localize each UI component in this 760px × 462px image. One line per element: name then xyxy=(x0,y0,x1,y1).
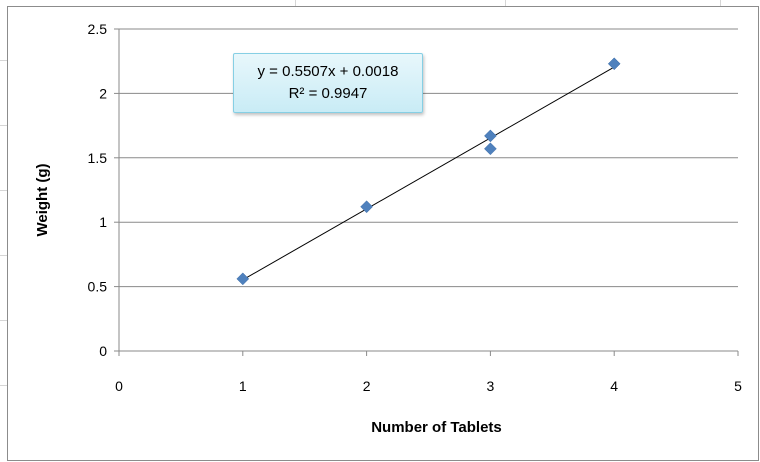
axes xyxy=(114,28,739,356)
y-tick-label: 1.5 xyxy=(88,150,108,166)
r-squared-label: R² = 0.9947 xyxy=(288,85,368,102)
data-points xyxy=(236,57,621,286)
trendline xyxy=(242,66,615,281)
x-axis-title: Number of Tablets xyxy=(371,419,502,436)
sheet-gridline xyxy=(505,0,506,7)
data-point-diamond xyxy=(360,200,373,214)
trendline-layer xyxy=(242,66,615,281)
x-tick-label: 1 xyxy=(239,378,247,394)
sheet-gridline xyxy=(720,0,721,7)
sheet-gridline xyxy=(0,125,8,126)
sheet-gridline xyxy=(0,60,8,61)
trendline-equation: y = 0.5507x + 0.0018 xyxy=(257,63,399,80)
y-tick-label: 2 xyxy=(99,85,107,101)
sheet-gridline xyxy=(0,190,8,191)
trendline-equation-box[interactable]: y = 0.5507x + 0.0018 R² = 0.9947 xyxy=(233,53,423,113)
x-tick-label: 4 xyxy=(610,378,618,394)
tick-labels: 0 0.5 1 1.5 2 2.5 0 1 2 3 4 5 xyxy=(88,21,743,394)
y-tick-label: 2.5 xyxy=(88,21,108,37)
x-tick-label: 3 xyxy=(487,378,495,394)
data-point-diamond xyxy=(607,57,621,71)
sheet-gridline xyxy=(0,255,8,256)
sheet-gridline xyxy=(0,385,8,386)
y-tick-label: 1 xyxy=(99,214,107,230)
data-point-diamond xyxy=(236,272,250,286)
x-tick-label: 5 xyxy=(734,378,742,394)
data-point-diamond xyxy=(484,129,497,143)
data-point-diamond xyxy=(484,142,497,156)
sheet-gridline xyxy=(295,0,296,7)
x-tick-label: 2 xyxy=(363,378,371,394)
gridlines xyxy=(119,28,738,288)
y-axis-title: Weight (g) xyxy=(34,163,51,236)
x-tick-label: 0 xyxy=(115,378,123,394)
y-tick-label: 0 xyxy=(99,343,107,359)
sheet-gridline xyxy=(0,320,8,321)
y-tick-label: 0.5 xyxy=(88,279,108,295)
